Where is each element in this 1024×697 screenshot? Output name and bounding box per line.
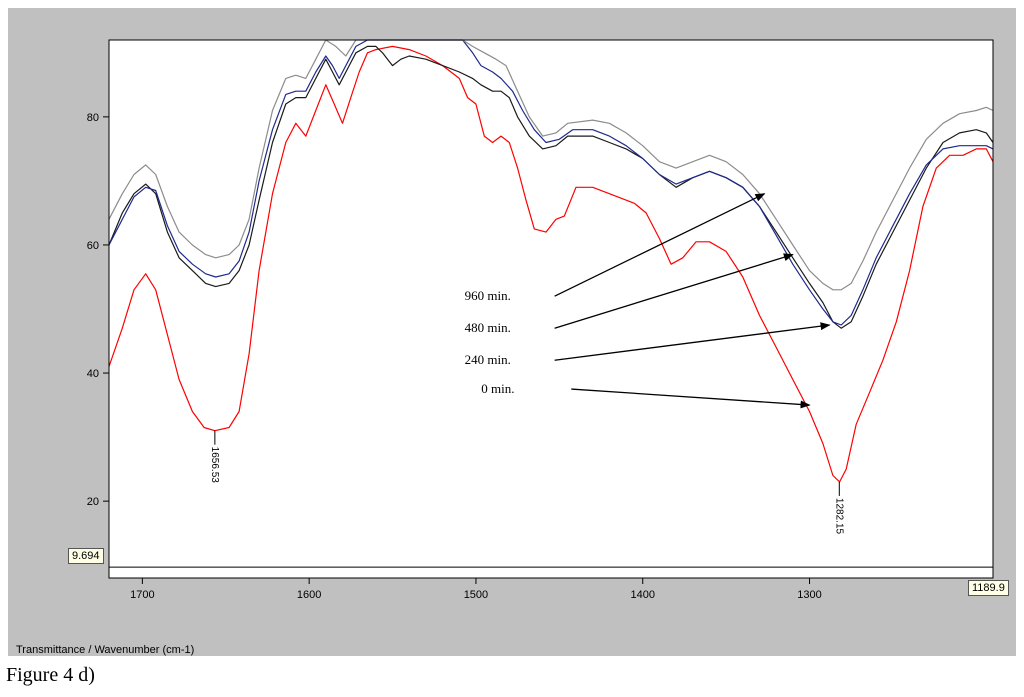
annotation-label: 240 min.: [465, 352, 511, 367]
annotation-arrow: [554, 322, 831, 361]
plot-area: [109, 40, 993, 578]
y-tick-label: 20: [87, 496, 99, 508]
plot-border: [108, 39, 994, 579]
x-axis-label: Transmittance / Wavenumber (cm-1): [16, 644, 195, 656]
series-line-3: [108, 39, 994, 291]
series-line-1: [108, 45, 994, 329]
x-axis: 1700 1600 1500 1400 1300: [130, 578, 822, 601]
cursor-x-readout: 1189.9: [968, 580, 1009, 596]
annotation-arrow: [571, 388, 811, 409]
y-tick-label: 80: [87, 112, 99, 124]
x-tick-label: 1500: [464, 589, 488, 601]
annotation-label: 960 min.: [465, 288, 511, 303]
peak-label: 1282.15: [833, 498, 844, 535]
peak-label: 1656.53: [209, 447, 220, 484]
series-layer: [108, 39, 994, 483]
x-tick-label: 1300: [797, 589, 821, 601]
annotations: 960 min. 480 min. 240 min. 0 min.: [465, 193, 831, 409]
annotation-arrow: [554, 253, 794, 329]
x-tick-label: 1700: [130, 589, 154, 601]
peak-labels: 1656.53 1282.15: [209, 430, 844, 535]
cursor-y-readout: 9.694: [68, 548, 104, 564]
chart-panel: 20 40 60 80 1700 1600 1500 1400 1300 1656.53 128…: [8, 8, 1016, 656]
figure-caption: Figure 4 d): [6, 664, 95, 686]
series-line-2: [108, 39, 994, 326]
y-tick-label: 60: [87, 240, 99, 252]
series-line-0: [108, 45, 994, 483]
x-tick-label: 1400: [630, 589, 654, 601]
y-axis: 20 40 60 80: [87, 112, 109, 508]
y-tick-label: 40: [87, 368, 99, 380]
annotation-arrow: [554, 193, 766, 297]
x-tick-label: 1600: [297, 589, 321, 601]
annotation-label: 480 min.: [465, 320, 511, 335]
annotation-label: 0 min.: [481, 381, 514, 396]
spectrum-chart: 20 40 60 80 1700 1600 1500 1400 1300 1656.53 128…: [87, 39, 994, 601]
